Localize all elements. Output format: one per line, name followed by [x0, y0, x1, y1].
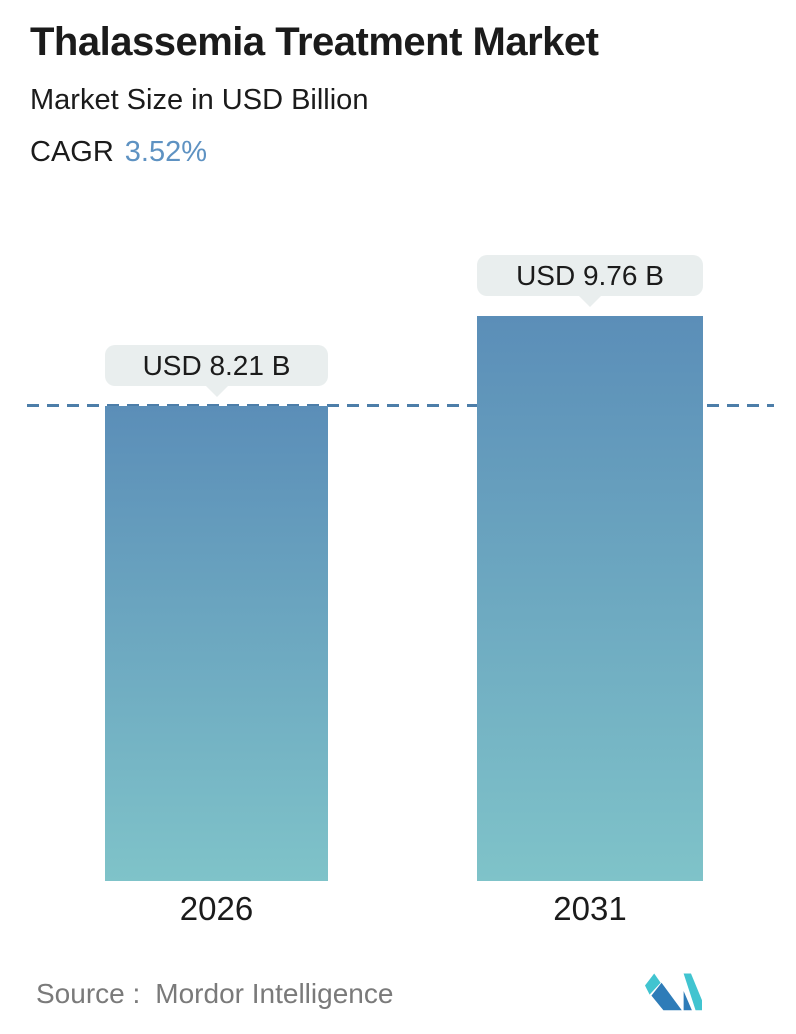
value-callout-2026: USD 8.21 B — [105, 345, 328, 386]
chart-subtitle: Market Size in USD Billion — [30, 84, 369, 116]
logo-teal-cap — [645, 973, 661, 995]
bar-group-2031: USD 9.76 B — [477, 255, 703, 881]
bar-rect-2031 — [477, 316, 703, 881]
mordor-intelligence-logo — [645, 973, 702, 1011]
reference-dashed-line — [27, 404, 774, 407]
source-name: Mordor Intelligence — [155, 978, 394, 1009]
cagr-value: 3.52% — [124, 136, 208, 168]
source-attribution: Source : Mordor Intelligence — [36, 978, 393, 1010]
x-axis-label-2026: 2026 — [179, 890, 254, 927]
value-label-2031: USD 9.76 B — [516, 259, 664, 291]
bar-group-2026: USD 8.21 B — [105, 345, 328, 881]
page-title: Thalassemia Treatment Market — [30, 20, 599, 64]
bar-rect-2026 — [105, 406, 328, 881]
value-callout-2031: USD 9.76 B — [477, 255, 703, 296]
x-axis-label-2031: 2031 — [553, 890, 627, 927]
logo-teal-right — [683, 973, 702, 1011]
logo-blue-diagonal — [651, 982, 682, 1011]
cagr-label: CAGR — [30, 136, 114, 168]
value-label-2026: USD 8.21 B — [142, 349, 291, 381]
cagr-line: CAGR 3.52% — [30, 136, 207, 169]
source-label: Source : — [36, 978, 141, 1009]
